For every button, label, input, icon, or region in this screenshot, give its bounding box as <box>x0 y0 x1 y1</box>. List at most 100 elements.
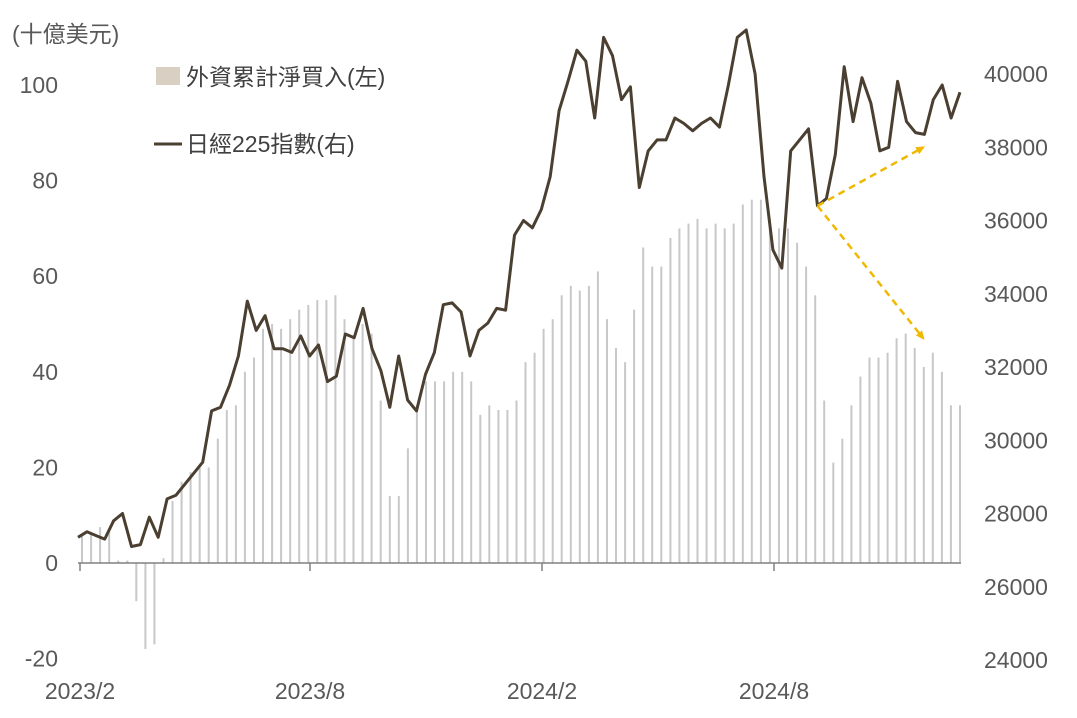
left-tick-label: 80 <box>32 168 58 194</box>
left-tick-label: 20 <box>32 454 58 480</box>
right-tick-label: 32000 <box>984 354 1048 380</box>
bar <box>714 223 717 563</box>
bar <box>723 228 726 563</box>
bar <box>877 357 880 563</box>
x-tick-label: 2024/8 <box>739 678 809 704</box>
bar <box>171 500 174 563</box>
annotation-arrow-1 <box>816 146 926 207</box>
bar <box>587 285 590 563</box>
bar <box>262 328 264 563</box>
right-tick-label: 24000 <box>984 647 1048 673</box>
left-tick-label: 100 <box>20 72 58 98</box>
bar <box>135 563 138 602</box>
bar <box>805 266 808 563</box>
bar <box>370 333 373 563</box>
bar <box>687 223 690 563</box>
bar-series-foreign-net-buying <box>81 199 961 649</box>
bar <box>633 309 636 563</box>
bar <box>189 472 192 563</box>
bar <box>949 405 952 563</box>
bar <box>90 531 93 563</box>
bar <box>425 381 427 563</box>
bar <box>225 410 228 563</box>
bar <box>678 228 681 563</box>
bar <box>895 338 898 563</box>
bar <box>488 405 491 563</box>
bar <box>832 462 835 563</box>
bar <box>913 347 916 563</box>
left-axis-tick-labels: -20 0 20 40 60 80 100 <box>20 72 58 672</box>
bar <box>479 414 482 563</box>
bar <box>298 309 301 563</box>
bar <box>461 371 464 563</box>
bar <box>126 560 129 563</box>
right-tick-label: 34000 <box>984 281 1048 307</box>
bar <box>108 531 111 563</box>
legend: 外資累計淨買入(左) 日經225指數(右) <box>154 64 385 157</box>
bar <box>452 371 455 563</box>
left-tick-label: 0 <box>45 550 58 576</box>
bar <box>334 295 337 563</box>
bar <box>506 410 509 563</box>
x-axis-tick-labels: 2023/2 2023/8 2024/2 2024/8 <box>45 563 809 704</box>
legend-label-line: 日經225指數(右) <box>186 131 355 157</box>
bar <box>253 357 255 563</box>
bar <box>117 560 120 563</box>
bar <box>859 376 862 563</box>
bar <box>524 362 527 563</box>
bar <box>778 228 780 563</box>
bar <box>379 400 382 563</box>
nikkei-line <box>77 28 962 548</box>
right-axis-tick-labels: 24000 26000 28000 30000 32000 34000 36000 38000… <box>984 61 1048 673</box>
bar <box>940 371 943 563</box>
bar <box>470 381 473 563</box>
bar <box>289 319 292 563</box>
bar <box>153 563 156 645</box>
left-tick-label: -20 <box>25 646 58 672</box>
x-tick-label: 2023/2 <box>45 678 115 704</box>
left-axis-unit-label: (十億美元) <box>12 21 119 47</box>
bar <box>542 328 545 563</box>
bar <box>316 300 319 563</box>
bar <box>696 218 699 564</box>
right-tick-label: 28000 <box>984 501 1048 527</box>
bar <box>741 204 744 563</box>
left-tick-label: 40 <box>32 359 58 385</box>
bar <box>361 324 364 563</box>
bar <box>669 238 672 563</box>
x-tick-label: 2024/2 <box>507 678 577 704</box>
bar <box>207 467 210 563</box>
bar <box>515 400 518 563</box>
bar <box>443 381 446 563</box>
bar <box>271 324 274 563</box>
legend-swatch-bar <box>156 67 180 85</box>
bar <box>415 405 418 563</box>
bar <box>388 496 391 563</box>
bar <box>234 405 237 563</box>
bar <box>434 381 436 563</box>
bar <box>787 228 789 563</box>
bar <box>352 338 355 563</box>
bar <box>325 300 328 563</box>
bar <box>406 448 409 563</box>
bar <box>750 199 753 563</box>
right-tick-label: 40000 <box>984 61 1048 87</box>
bar <box>814 295 817 563</box>
bar <box>497 410 500 563</box>
bar <box>922 367 925 563</box>
bar <box>642 247 645 563</box>
bar <box>81 534 83 563</box>
bar <box>198 467 201 563</box>
bar <box>596 271 599 563</box>
bar <box>768 218 771 564</box>
bar <box>886 352 889 563</box>
bar <box>397 496 400 563</box>
left-tick-label: 60 <box>32 263 58 289</box>
bar <box>651 266 654 563</box>
bar <box>144 563 147 649</box>
bar <box>560 295 563 563</box>
bar <box>823 400 826 563</box>
annotation-arrow-2 <box>816 205 925 340</box>
bar <box>99 527 102 563</box>
